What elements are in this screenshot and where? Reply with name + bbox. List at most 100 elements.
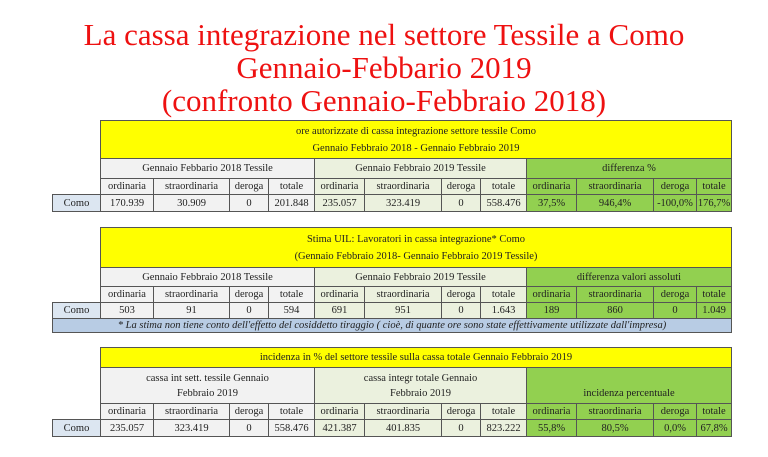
- value-cell: 0: [229, 302, 269, 319]
- subheader-ordinaria: ordinaria: [100, 286, 154, 303]
- value-cell: 170.939: [100, 194, 154, 212]
- note-row: * La stima non tiene conto dell'effetto …: [52, 318, 732, 333]
- value-cell: 860: [576, 302, 654, 319]
- group-header: Gennaio Febbario 2018 Tessile: [100, 158, 315, 179]
- value-cell: 0: [229, 419, 269, 437]
- value-cell: 823.222: [480, 419, 527, 437]
- banner-line: Gennaio Febbraio 2018 - Gennaio Febbraio…: [312, 142, 520, 154]
- blank-cell: [52, 178, 101, 195]
- table-banner: ore autorizzate di cassa integrazione se…: [100, 120, 732, 159]
- value-cell: 951: [364, 302, 442, 319]
- value-cell: 421.387: [314, 419, 365, 437]
- subheader-deroga: deroga: [441, 286, 481, 303]
- value-cell: 0: [653, 302, 697, 319]
- subheader-totale: totale: [480, 403, 527, 420]
- subheader-straordinaria: straordinaria: [153, 403, 230, 420]
- subheader-totale: totale: [480, 178, 527, 195]
- value-cell: 176,7%: [696, 194, 732, 212]
- value-cell: 691: [314, 302, 365, 319]
- subheader-straordinaria: straordinaria: [576, 286, 654, 303]
- value-cell: 946,4%: [576, 194, 654, 212]
- subheader-ordinaria: ordinaria: [314, 286, 365, 303]
- subheader-ordinaria: ordinaria: [526, 286, 577, 303]
- footnote: * La stima non tiene conto dell'effetto …: [52, 318, 732, 333]
- value-cell: 80,5%: [576, 419, 654, 437]
- value-cell: 323.419: [153, 419, 230, 437]
- group-header: differenza valori assoluti: [526, 267, 732, 287]
- banner-line: Stima UIL: Lavoratori in cassa integrazi…: [306, 233, 526, 245]
- row-label: Como: [52, 302, 101, 319]
- subheader-totale: totale: [696, 286, 732, 303]
- group-header: Gennaio Febbraio 2019 Tessile: [314, 267, 527, 287]
- value-cell: 91: [153, 302, 230, 319]
- title-line-1: La cassa integrazione nel settore Tessil…: [83, 17, 685, 52]
- group-header: incidenza percentuale: [526, 367, 732, 404]
- subheader-row: ordinaria straordinaria deroga totale ordina…: [52, 403, 732, 420]
- table-banner: Stima UIL: Lavoratori in cassa integrazi…: [100, 227, 732, 268]
- value-cell: 1.643: [480, 302, 527, 319]
- subheader-deroga: deroga: [441, 403, 481, 420]
- table-row: Como 503 91 0 594 691 951 0 1.643 189 860 0 1.049: [52, 302, 732, 319]
- group-header: cassa integr totale Gennaio Febbraio 201…: [314, 367, 527, 404]
- subheader-straordinaria: straordinaria: [153, 286, 230, 303]
- subheader-ordinaria: ordinaria: [100, 403, 154, 420]
- subheader-straordinaria: straordinaria: [576, 178, 654, 195]
- banner-row: incidenza in % del settore tessile sulla…: [52, 347, 732, 368]
- subheader-deroga: deroga: [229, 403, 269, 420]
- banner-row: Stima UIL: Lavoratori in cassa integrazi…: [52, 227, 732, 268]
- value-cell: 55,8%: [526, 419, 577, 437]
- value-cell: 1.049: [696, 302, 732, 319]
- subheader-deroga: deroga: [441, 178, 481, 195]
- blank-cell: [52, 403, 101, 420]
- table-row: Como 235.057 323.419 0 558.476 421.387 401.835…: [52, 419, 732, 437]
- value-cell: 558.476: [480, 194, 527, 212]
- blank-cell: [52, 158, 101, 179]
- row-label: Como: [52, 194, 101, 212]
- blank-cell: [52, 120, 101, 159]
- banner-line: ore autorizzate di cassa integrazione se…: [296, 125, 536, 137]
- value-cell: 0: [441, 419, 481, 437]
- subheader-straordinaria: straordinaria: [153, 178, 230, 195]
- subheader-ordinaria: ordinaria: [314, 178, 365, 195]
- subheader-row: ordinaria straordinaria deroga totale ordina…: [52, 286, 732, 303]
- subheader-deroga: deroga: [229, 178, 269, 195]
- group-header-row: Gennaio Febbario 2018 Tessile Gennaio Feb…: [52, 158, 732, 179]
- value-cell: -100,0%: [653, 194, 697, 212]
- banner-line: (Gennaio Febbraio 2018- Gennaio Febbraio…: [294, 250, 538, 262]
- subheader-ordinaria: ordinaria: [526, 178, 577, 195]
- table-row: Como 170.939 30.909 0 201.848 235.057 323.419 0…: [52, 194, 732, 212]
- value-cell: 503: [100, 302, 154, 319]
- subheader-deroga: deroga: [653, 178, 697, 195]
- value-cell: 201.848: [268, 194, 315, 212]
- blank-cell: [52, 286, 101, 303]
- subheader-row: ordinaria straordinaria deroga totale ordina…: [52, 178, 732, 195]
- title-line-2: Gennaio-Febbario 2019: [236, 50, 532, 85]
- table-incidenza: incidenza in % del settore tessile sulla…: [52, 347, 732, 437]
- value-cell: 0: [441, 194, 481, 212]
- value-cell: 323.419: [364, 194, 442, 212]
- value-cell: 37,5%: [526, 194, 577, 212]
- blank-cell: [52, 267, 101, 287]
- value-cell: 0,0%: [653, 419, 697, 437]
- group-header-row: cassa int sett. tessile Gennaio Febbraio…: [52, 367, 732, 404]
- banner-row: ore autorizzate di cassa integrazione se…: [52, 120, 732, 159]
- subheader-totale: totale: [268, 286, 315, 303]
- blank-cell: [52, 227, 101, 268]
- subheader-totale: totale: [696, 403, 732, 420]
- value-cell: 30.909: [153, 194, 230, 212]
- value-cell: 401.835: [364, 419, 442, 437]
- subheader-totale: totale: [268, 178, 315, 195]
- subheader-deroga: deroga: [229, 286, 269, 303]
- value-cell: 67,8%: [696, 419, 732, 437]
- value-cell: 558.476: [268, 419, 315, 437]
- blank-cell: [52, 347, 101, 368]
- subheader-ordinaria: ordinaria: [314, 403, 365, 420]
- subheader-straordinaria: straordinaria: [364, 403, 442, 420]
- value-cell: 235.057: [314, 194, 365, 212]
- group-header: Gennaio Febbraio 2018 Tessile: [100, 267, 315, 287]
- group-header: differenza %: [526, 158, 732, 179]
- subheader-ordinaria: ordinaria: [526, 403, 577, 420]
- value-cell: 235.057: [100, 419, 154, 437]
- subheader-deroga: deroga: [653, 403, 697, 420]
- subheader-ordinaria: ordinaria: [100, 178, 154, 195]
